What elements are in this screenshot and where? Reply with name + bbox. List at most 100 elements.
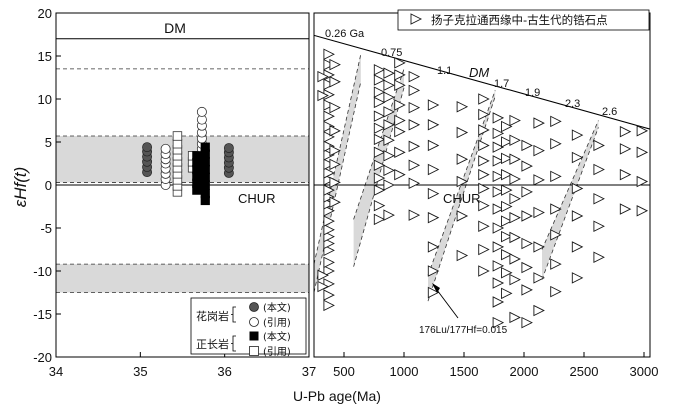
granite-this-study-point bbox=[223, 143, 234, 153]
zircon-point bbox=[323, 78, 335, 91]
zircon-point bbox=[408, 209, 421, 221]
zircon-point bbox=[550, 170, 562, 183]
zircon-point bbox=[593, 220, 605, 233]
zircon-point bbox=[492, 260, 505, 272]
zircon-point bbox=[509, 173, 521, 185]
syenite-this-study-point bbox=[200, 142, 210, 152]
zircon-point bbox=[533, 144, 545, 157]
y-tick-label: 10 bbox=[38, 92, 52, 107]
zircon-point bbox=[571, 210, 584, 222]
zircon-point bbox=[533, 241, 545, 253]
zircon-point bbox=[373, 74, 386, 86]
zircon-point bbox=[521, 186, 533, 198]
zircon-point bbox=[636, 175, 649, 188]
syenite-cited-point bbox=[172, 139, 183, 149]
zircon-point bbox=[619, 203, 632, 215]
legend-granite-cited: (引用) bbox=[263, 317, 291, 329]
zircon-point bbox=[329, 176, 341, 189]
lu-hf-annotation: 176Lu/177Hf=0.015 bbox=[419, 325, 508, 336]
band-upper-dashed-line bbox=[353, 68, 405, 220]
zircon-point bbox=[456, 175, 469, 188]
zircon-point bbox=[329, 101, 341, 114]
syenite-this-study-point bbox=[200, 195, 210, 206]
legend-open-square-marker bbox=[249, 346, 259, 356]
zircon-point bbox=[501, 184, 513, 196]
zircon-point bbox=[323, 244, 335, 257]
zircon-legend-label: 扬子克拉通西缘中-古生代的锆石点 bbox=[431, 13, 608, 27]
zircon-point bbox=[383, 106, 395, 118]
zircon-point bbox=[408, 101, 421, 114]
left-x-tick-label: 37 bbox=[302, 364, 316, 379]
y-tick-label: 20 bbox=[38, 6, 52, 21]
model-age-label-1.1: 1.1 bbox=[437, 65, 452, 77]
zircon-point bbox=[492, 316, 505, 329]
zircon-point bbox=[408, 177, 421, 190]
syenite-this-study-point bbox=[192, 185, 202, 195]
zircon-point bbox=[593, 193, 605, 205]
zircon-point bbox=[478, 199, 490, 212]
zircon-point bbox=[492, 241, 505, 253]
zircon-point bbox=[383, 164, 395, 177]
zircon-point bbox=[501, 215, 513, 227]
left-shaded-band bbox=[56, 264, 309, 293]
left-dashed-lines bbox=[56, 68, 309, 293]
zircon-point bbox=[501, 287, 513, 300]
syenite-this-study-point bbox=[192, 151, 202, 161]
y-tick-label: 5 bbox=[45, 135, 52, 150]
zircon-point bbox=[427, 163, 440, 176]
zircon-point bbox=[509, 311, 521, 324]
zircon-point bbox=[317, 89, 329, 102]
zircon-point bbox=[427, 211, 440, 224]
zircon-point bbox=[394, 57, 406, 69]
age-tick-label: 2000 bbox=[510, 364, 539, 379]
syenite-this-study-point bbox=[200, 180, 210, 190]
left-panel: 20 15 10 5 0 -5 -10 -15 -20 34 35 36 37 DM CHUR εHf… bbox=[11, 6, 316, 379]
zircon-point bbox=[456, 249, 469, 262]
zircon-point bbox=[373, 122, 386, 134]
zircon-point bbox=[427, 99, 440, 111]
left-shaded-band bbox=[56, 135, 309, 183]
zircon-point bbox=[478, 155, 490, 167]
zircon-point bbox=[478, 182, 490, 195]
zircon-point bbox=[317, 280, 329, 293]
zircon-point bbox=[323, 184, 335, 196]
zircon-point bbox=[323, 205, 335, 217]
zircon-point bbox=[394, 125, 406, 138]
zircon-point bbox=[394, 79, 406, 91]
zircon-point bbox=[456, 153, 469, 165]
zircon-point bbox=[456, 210, 469, 222]
age-axis-ticks: 500 1000 1500 2000 2500 3000 bbox=[333, 352, 658, 379]
zircon-point bbox=[323, 48, 335, 61]
zircon-data-points bbox=[317, 48, 649, 329]
zircon-legend: 扬子克拉通西缘中-古生代的锆石点 bbox=[397, 9, 650, 31]
zircon-point bbox=[509, 153, 521, 165]
syenite-this-study-point bbox=[200, 164, 210, 175]
zircon-point bbox=[408, 70, 421, 83]
zircon-point bbox=[408, 84, 421, 97]
y-tick-label: 0 bbox=[45, 178, 52, 193]
zircon-point bbox=[323, 265, 335, 277]
zircon-point bbox=[492, 296, 505, 308]
zircon-point bbox=[509, 114, 521, 127]
zircon-point bbox=[492, 141, 505, 153]
zircon-point bbox=[323, 289, 335, 301]
zircon-point bbox=[323, 299, 335, 312]
left-reference-lines bbox=[56, 38, 309, 186]
legend-filled-square-marker bbox=[249, 331, 259, 341]
annotation-arrow-line bbox=[433, 285, 459, 319]
dm-evolution-line bbox=[314, 34, 650, 130]
zircon-point bbox=[329, 76, 341, 88]
zircon-point bbox=[501, 136, 513, 148]
zircon-point bbox=[323, 99, 335, 111]
zircon-point bbox=[501, 152, 513, 165]
right-panel: 500 1000 1500 2000 2500 3000 DM CHUR 0.26 Ga … bbox=[313, 9, 658, 379]
zircon-point bbox=[571, 182, 584, 195]
zircon-point bbox=[478, 124, 490, 136]
legend-syenite-this-study: (本文) bbox=[263, 330, 291, 343]
x-axis-label: U-Pb age(Ma) bbox=[293, 388, 381, 404]
annotation-arrow-head bbox=[432, 283, 440, 293]
zircon-point bbox=[521, 284, 533, 296]
zircon-point bbox=[492, 170, 505, 183]
zircon-point bbox=[571, 129, 584, 141]
zircon-point bbox=[373, 96, 386, 109]
